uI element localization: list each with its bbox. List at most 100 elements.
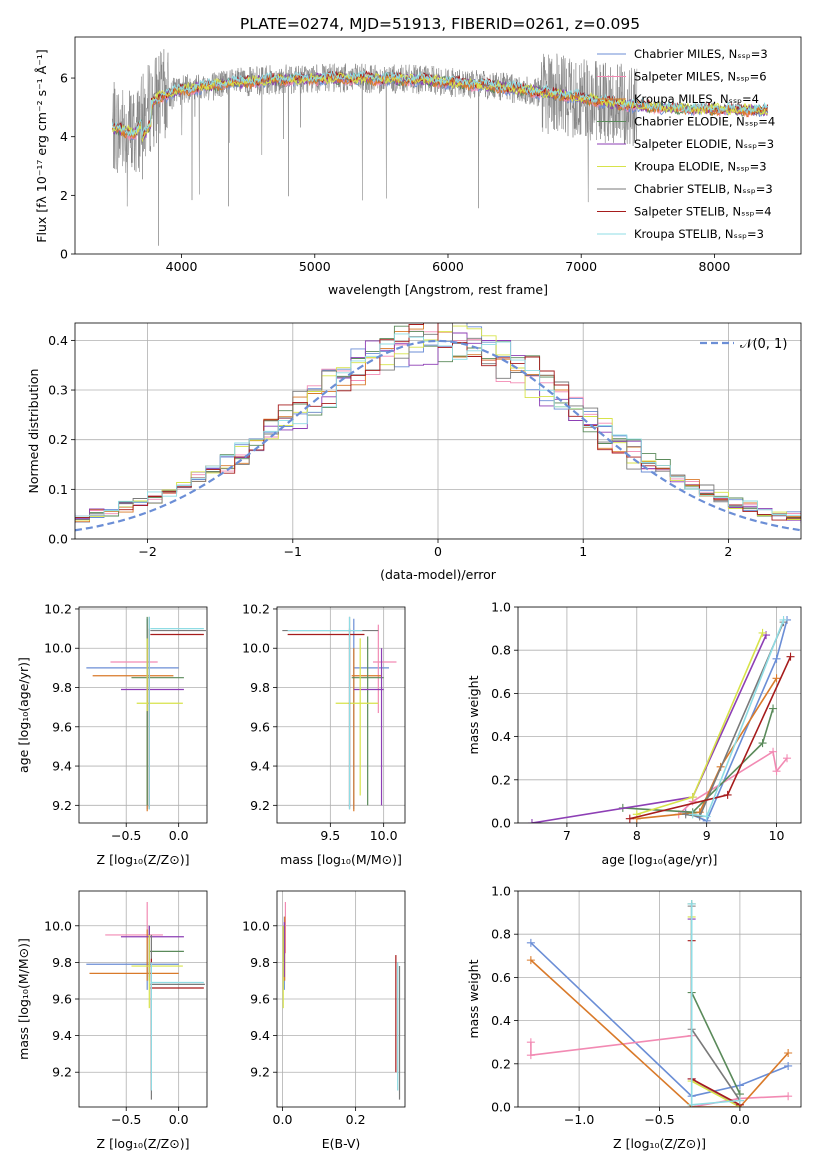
residuals-frame xyxy=(74,322,802,540)
weight-point-marker xyxy=(758,739,767,748)
y-axis-label: age [log₁₀(age/yr)] xyxy=(16,657,31,773)
weight-point-marker xyxy=(526,938,535,947)
x-tick-label: −0.5 xyxy=(644,1112,674,1127)
y-tick-label: 0.1 xyxy=(48,482,68,497)
legend-entry: Salpeter ELODIE, Nₛₛₚ=3 xyxy=(634,137,774,151)
residuals-plot-area xyxy=(75,323,801,539)
weight-point-marker xyxy=(783,754,792,763)
x-tick-label: 7 xyxy=(563,828,571,843)
y-tick-label: 0.4 xyxy=(48,333,68,348)
y-tick-label: 0.0 xyxy=(491,1100,511,1115)
mass-vs-Z-panel: −0.5 0.0 9.2 9.4 9.6 9.8 10.0 Z [log₁₀(Z/Z⊙)] ma… xyxy=(16,890,208,1151)
y-tick-label: 9.6 xyxy=(52,992,72,1007)
y-axis-label: mass [log₁₀(M/M⊙)] xyxy=(16,938,31,1060)
x-tick-label: −0.5 xyxy=(111,1112,141,1127)
weight-point-marker xyxy=(688,810,697,819)
x-tick-label: 0.2 xyxy=(346,1112,366,1127)
y-tick-label: 2 xyxy=(60,188,68,203)
x-tick-label: −0.5 xyxy=(111,828,141,843)
x-axis-label: Z [log₁₀(Z/Z⊙)] xyxy=(97,1136,190,1151)
weight-vs-Z-plot-area xyxy=(518,891,801,1107)
x-tick-label: 2 xyxy=(724,544,732,559)
weight-point-marker xyxy=(735,1081,744,1090)
y-tick-label: 0.0 xyxy=(48,532,68,547)
legend-entry: Chabrier STELIB, Nₛₛₚ=3 xyxy=(634,182,773,196)
y-tick-label: 9.8 xyxy=(52,955,72,970)
weight-point-marker xyxy=(786,652,795,661)
legend-entry: Kroupa ELODIE, Nₛₛₚ=3 xyxy=(634,160,767,174)
x-tick-label: 7000 xyxy=(565,259,597,274)
weight-point-marker xyxy=(784,1049,793,1057)
y-tick-label: 9.2 xyxy=(250,798,270,813)
y-tick-label: 10.0 xyxy=(242,918,270,933)
y-tick-label: 0.3 xyxy=(48,383,68,398)
weight-point-marker xyxy=(702,812,711,821)
y-axis-label: mass weight xyxy=(466,675,481,754)
weight-point-marker xyxy=(758,628,767,637)
mass-vs-EBV-frame xyxy=(276,890,406,1108)
y-tick-label: 9.8 xyxy=(250,680,270,695)
x-tick-label: 10 xyxy=(769,828,785,843)
weight-series-line xyxy=(530,942,789,1098)
y-tick-label: 10.0 xyxy=(242,641,270,656)
y-tick-label: 0.6 xyxy=(491,970,511,985)
weight-point-marker xyxy=(526,1051,535,1060)
age-vs-mass-plot-area xyxy=(277,607,405,823)
weight-vs-age-panel: 7 8 9 10 0.0 0.2 0.4 0.6 0.8 1.0 age [log₁₀(age/yr… xyxy=(466,600,802,867)
y-tick-label: 0.4 xyxy=(491,729,511,744)
y-tick-label: 10.2 xyxy=(44,601,72,616)
y-tick-label: 9.2 xyxy=(250,1065,270,1080)
weight-point-marker xyxy=(681,810,690,819)
y-tick-label: 10.2 xyxy=(242,601,270,616)
weight-vs-Z-frame xyxy=(517,890,802,1108)
legend-entry: Kroupa MILES, Nₛₛₚ=4 xyxy=(634,92,759,106)
y-tick-label: 0.2 xyxy=(491,1056,511,1071)
x-tick-label: −1 xyxy=(284,544,302,559)
weight-point-marker xyxy=(769,704,778,713)
x-tick-label: 5000 xyxy=(299,259,331,274)
spectrum-frame xyxy=(74,36,802,255)
weight-point-marker xyxy=(769,747,778,756)
spectrum-panel: 4000 5000 6000 7000 8000 0 2 4 6 wavelength [Angs… xyxy=(34,36,802,297)
y-tick-label: 9.4 xyxy=(250,1028,270,1043)
y-tick-label: 10.0 xyxy=(44,641,72,656)
legend-entry: Kroupa STELIB, Nₛₛₚ=3 xyxy=(634,227,764,241)
weight-point-marker xyxy=(784,1061,793,1070)
y-tick-label: 0.6 xyxy=(491,686,511,701)
weight-vs-age-plot-area xyxy=(518,607,801,823)
normal-reference-curve xyxy=(75,339,801,532)
weight-point-marker xyxy=(688,793,697,802)
y-tick-label: 9.8 xyxy=(250,955,270,970)
y-tick-label: 9.6 xyxy=(52,719,72,734)
mass-vs-Z-plot-area xyxy=(79,891,207,1107)
y-tick-label: 9.4 xyxy=(250,759,270,774)
x-axis-label: Z [log₁₀(Z/Z⊙)] xyxy=(97,852,190,867)
model-spectrum-line xyxy=(111,72,768,140)
x-axis-label: (data-model)/error xyxy=(380,567,497,582)
y-tick-label: 1.0 xyxy=(491,884,511,899)
y-tick-label: 0.2 xyxy=(48,432,68,447)
y-tick-label: 10.0 xyxy=(44,918,72,933)
y-axis-label: Flux [fλ 10⁻¹⁷ erg cm⁻² s⁻¹ Å⁻¹] xyxy=(34,49,49,242)
x-tick-label: 8 xyxy=(633,828,641,843)
y-tick-label: 0.8 xyxy=(491,643,511,658)
y-tick-label: 0.0 xyxy=(491,816,511,831)
weight-point-marker xyxy=(762,631,771,640)
legend-entry: Salpeter STELIB, Nₛₛₚ=4 xyxy=(634,205,772,219)
age-vs-Z-plot-area xyxy=(79,607,207,823)
legend-entry: Salpeter MILES, Nₛₛₚ=6 xyxy=(634,70,767,84)
weight-point-marker xyxy=(772,674,781,683)
spectrum-plot-area xyxy=(111,49,769,246)
x-tick-label: 0.0 xyxy=(169,1112,189,1127)
weight-point-marker xyxy=(779,615,788,624)
weight-vs-Z-panel: −1.0 −0.5 0.0 0.0 0.2 0.4 0.6 0.8 1.0 Z [log₁₀(Z/… xyxy=(466,884,802,1151)
y-tick-label: 0.2 xyxy=(491,772,511,787)
y-tick-label: 9.4 xyxy=(52,759,72,774)
age-vs-mass-panel: 9.5 10.0 9.2 9.4 9.6 9.8 10.0 10.2 mass [log₁₀(M… xyxy=(242,601,406,867)
legend-entry: Chabrier MILES, Nₛₛₚ=3 xyxy=(634,47,768,61)
y-axis-label: mass weight xyxy=(466,959,481,1038)
residuals-panel: −2 −1 0 1 2 0.0 0.1 0.2 0.3 0.4 (data-model)/error… xyxy=(26,322,802,582)
weight-point-marker xyxy=(687,1100,696,1107)
x-tick-label: 9 xyxy=(703,828,711,843)
weight-series-line xyxy=(530,959,789,1107)
